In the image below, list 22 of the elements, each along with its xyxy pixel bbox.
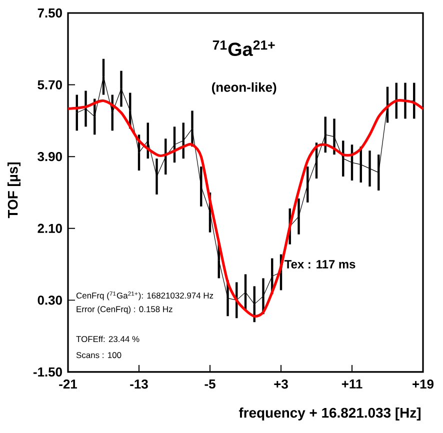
x-tick-label: -5: [204, 380, 216, 389]
line-series: [66, 99, 424, 318]
y-tick-label: 5.70: [38, 80, 62, 90]
y-tick-label: 7.50: [38, 8, 62, 18]
text: (neon-like): [212, 82, 276, 94]
text: $^{71}$Ga$^{21+}$: [212, 40, 275, 56]
x-tick-label: +3: [274, 380, 288, 389]
x-tick-label: +11: [342, 380, 362, 388]
x-tick-label: -21: [59, 380, 78, 389]
annotation: CenFrq ($^{71}$Ga$^{21+}$): 16821032.974 Hz: [76, 292, 214, 300]
annotation: Tex : 117 ms: [284, 260, 356, 268]
x-axis-title: frequency + 16.821.033 [Hz]: [238, 407, 420, 420]
annotation: Error (CenFrq) : 0.158 Hz: [76, 306, 172, 314]
y-tick-label: 3.90: [38, 152, 62, 162]
annotation: Scans : 100: [76, 352, 122, 358]
y-tick-label: -1.50: [33, 367, 62, 377]
x-tick-label: +19: [412, 380, 434, 389]
y-tick-label: 2.10: [38, 224, 62, 233]
annotation: TOFEff: 23.44 %: [76, 336, 140, 342]
y-tick-label: 0.30: [38, 296, 62, 305]
x-tick-label: -13: [130, 380, 148, 389]
y-axis-title: TOF [µs]: [8, 162, 21, 218]
